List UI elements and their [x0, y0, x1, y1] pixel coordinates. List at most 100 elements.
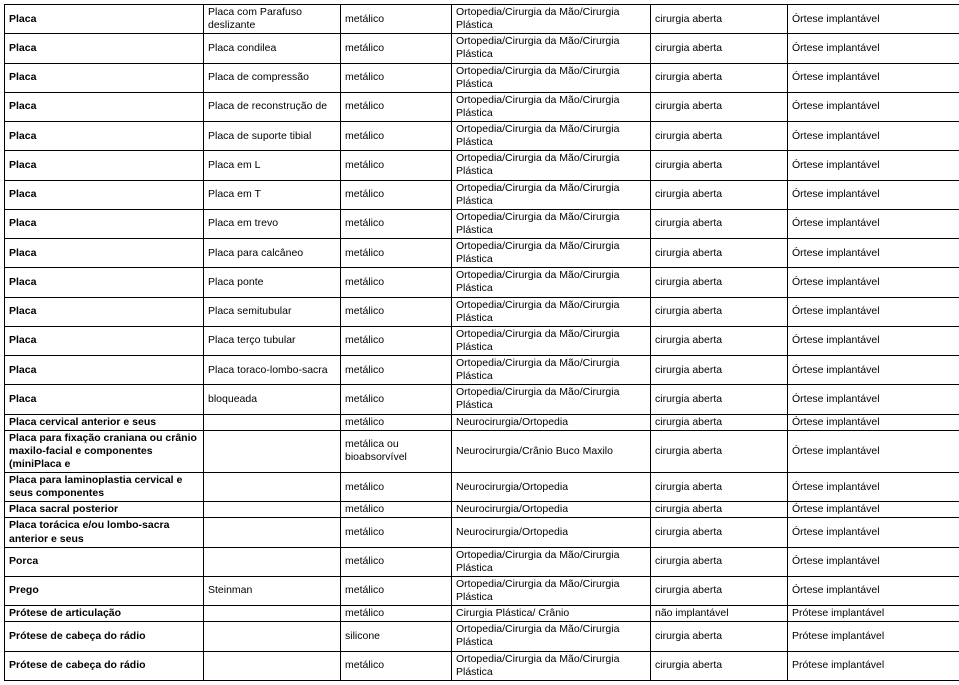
- table-cell: Ortopedia/Cirurgia da Mão/Cirurgia Plást…: [452, 92, 651, 121]
- table-cell: [204, 414, 341, 430]
- table-cell: Ortopedia/Cirurgia da Mão/Cirurgia Plást…: [452, 5, 651, 34]
- table-cell: Neurocirurgia/Ortopedia: [452, 502, 651, 518]
- table-cell: Ortopedia/Cirurgia da Mão/Cirurgia Plást…: [452, 356, 651, 385]
- table-cell: Órtese implantável: [788, 239, 959, 268]
- table-cell: metálico: [341, 414, 452, 430]
- table-cell: cirurgia aberta: [651, 622, 788, 651]
- table-cell: metálico: [341, 326, 452, 355]
- table-cell: Placa: [5, 5, 204, 34]
- table-cell: Órtese implantável: [788, 576, 959, 605]
- table-cell: Placa para calcâneo: [204, 239, 341, 268]
- table-cell: Steinman: [204, 576, 341, 605]
- table-cell: Placa: [5, 385, 204, 414]
- table-cell: Placa: [5, 297, 204, 326]
- table-cell: Placa torácica e/ou lombo-sacra anterior…: [5, 518, 204, 547]
- table-cell: cirurgia aberta: [651, 502, 788, 518]
- table-row: Prótese de cabeça do rádiometálicoOrtope…: [5, 651, 959, 680]
- table-cell: cirurgia aberta: [651, 473, 788, 502]
- table-row: Placa para laminoplastia cervical e seus…: [5, 473, 959, 502]
- table-cell: silicone: [341, 622, 452, 651]
- table-cell: metálico: [341, 547, 452, 576]
- table-row: PlacaPlaca com Parafuso deslizantemetáli…: [5, 5, 959, 34]
- table-cell: Ortopedia/Cirurgia da Mão/Cirurgia Plást…: [452, 180, 651, 209]
- table-cell: cirurgia aberta: [651, 547, 788, 576]
- table-cell: Órtese implantável: [788, 547, 959, 576]
- table-row: PlacaPlaca semitubularmetálicoOrtopedia/…: [5, 297, 959, 326]
- table-cell: Ortopedia/Cirurgia da Mão/Cirurgia Plást…: [452, 576, 651, 605]
- table-cell: Placa condilea: [204, 34, 341, 63]
- table-cell: [204, 606, 341, 622]
- table-cell: Placa semitubular: [204, 297, 341, 326]
- table-cell: Prótese de cabeça do rádio: [5, 622, 204, 651]
- table-cell: Ortopedia/Cirurgia da Mão/Cirurgia Plást…: [452, 326, 651, 355]
- table-cell: metálico: [341, 297, 452, 326]
- implant-table: PlacaPlaca com Parafuso deslizantemetáli…: [4, 4, 959, 681]
- table-cell: Placa: [5, 92, 204, 121]
- table-cell: Órtese implantável: [788, 297, 959, 326]
- table-cell: Ortopedia/Cirurgia da Mão/Cirurgia Plást…: [452, 385, 651, 414]
- table-row: PlacaPlaca terço tubularmetálicoOrtopedi…: [5, 326, 959, 355]
- table-cell: Placa em L: [204, 151, 341, 180]
- table-cell: Placa: [5, 239, 204, 268]
- table-cell: metálico: [341, 151, 452, 180]
- table-cell: cirurgia aberta: [651, 356, 788, 385]
- table-cell: Ortopedia/Cirurgia da Mão/Cirurgia Plást…: [452, 297, 651, 326]
- table-cell: cirurgia aberta: [651, 430, 788, 472]
- table-row: PlacaPlaca em LmetálicoOrtopedia/Cirurgi…: [5, 151, 959, 180]
- table-cell: [204, 430, 341, 472]
- table-cell: Placa: [5, 180, 204, 209]
- table-row: PlacaPlaca em TmetálicoOrtopedia/Cirurgi…: [5, 180, 959, 209]
- table-cell: Prótese implantável: [788, 606, 959, 622]
- table-body: PlacaPlaca com Parafuso deslizantemetáli…: [5, 5, 959, 681]
- table-cell: [204, 622, 341, 651]
- table-cell: Placa: [5, 209, 204, 238]
- table-cell: Órtese implantável: [788, 122, 959, 151]
- table-cell: cirurgia aberta: [651, 151, 788, 180]
- table-cell: Órtese implantável: [788, 356, 959, 385]
- table-cell: cirurgia aberta: [651, 268, 788, 297]
- table-cell: metálico: [341, 63, 452, 92]
- table-cell: cirurgia aberta: [651, 92, 788, 121]
- table-cell: cirurgia aberta: [651, 385, 788, 414]
- table-cell: Prótese de articulação: [5, 606, 204, 622]
- table-cell: [204, 651, 341, 680]
- table-row: PlacaPlaca em trevometálicoOrtopedia/Cir…: [5, 209, 959, 238]
- table-cell: cirurgia aberta: [651, 34, 788, 63]
- table-cell: Placa ponte: [204, 268, 341, 297]
- table-cell: metálico: [341, 473, 452, 502]
- table-cell: Ortopedia/Cirurgia da Mão/Cirurgia Plást…: [452, 122, 651, 151]
- table-cell: cirurgia aberta: [651, 5, 788, 34]
- table-cell: Placa de compressão: [204, 63, 341, 92]
- table-cell: Placa: [5, 356, 204, 385]
- table-cell: metálico: [341, 122, 452, 151]
- table-cell: Placa para fixação craniana ou crânio ma…: [5, 430, 204, 472]
- table-cell: metálico: [341, 180, 452, 209]
- table-row: PlacabloqueadametálicoOrtopedia/Cirurgia…: [5, 385, 959, 414]
- table-cell: Cirurgia Plástica/ Crânio: [452, 606, 651, 622]
- table-cell: [204, 518, 341, 547]
- table-cell: metálico: [341, 209, 452, 238]
- table-cell: Placa cervical anterior e seus: [5, 414, 204, 430]
- table-cell: metálico: [341, 502, 452, 518]
- table-cell: Neurocirurgia/Ortopedia: [452, 518, 651, 547]
- table-row: Placa cervical anterior e seus metálicoNe…: [5, 414, 959, 430]
- table-cell: Placa: [5, 151, 204, 180]
- table-row: PlacaPlaca toraco-lombo-sacrametálicoOrt…: [5, 356, 959, 385]
- table-cell: cirurgia aberta: [651, 576, 788, 605]
- table-row: Placa sacral posteriormetálicoNeurocirur…: [5, 502, 959, 518]
- table-cell: Órtese implantável: [788, 34, 959, 63]
- table-cell: Porca: [5, 547, 204, 576]
- table-row: PlacaPlaca condileametálicoOrtopedia/Cir…: [5, 34, 959, 63]
- table-cell: [204, 473, 341, 502]
- table-cell: Ortopedia/Cirurgia da Mão/Cirurgia Plást…: [452, 622, 651, 651]
- table-cell: metálico: [341, 651, 452, 680]
- table-cell: metálico: [341, 385, 452, 414]
- table-row: PregoSteinmanmetálicoOrtopedia/Cirurgia …: [5, 576, 959, 605]
- table-cell: Ortopedia/Cirurgia da Mão/Cirurgia Plást…: [452, 268, 651, 297]
- table-cell: Placa de suporte tibial: [204, 122, 341, 151]
- table-cell: não implantável: [651, 606, 788, 622]
- table-cell: Placa: [5, 268, 204, 297]
- table-cell: cirurgia aberta: [651, 63, 788, 92]
- table-cell: metálica ou bioabsorvível: [341, 430, 452, 472]
- table-cell: Neurocirurgia/Ortopedia: [452, 414, 651, 430]
